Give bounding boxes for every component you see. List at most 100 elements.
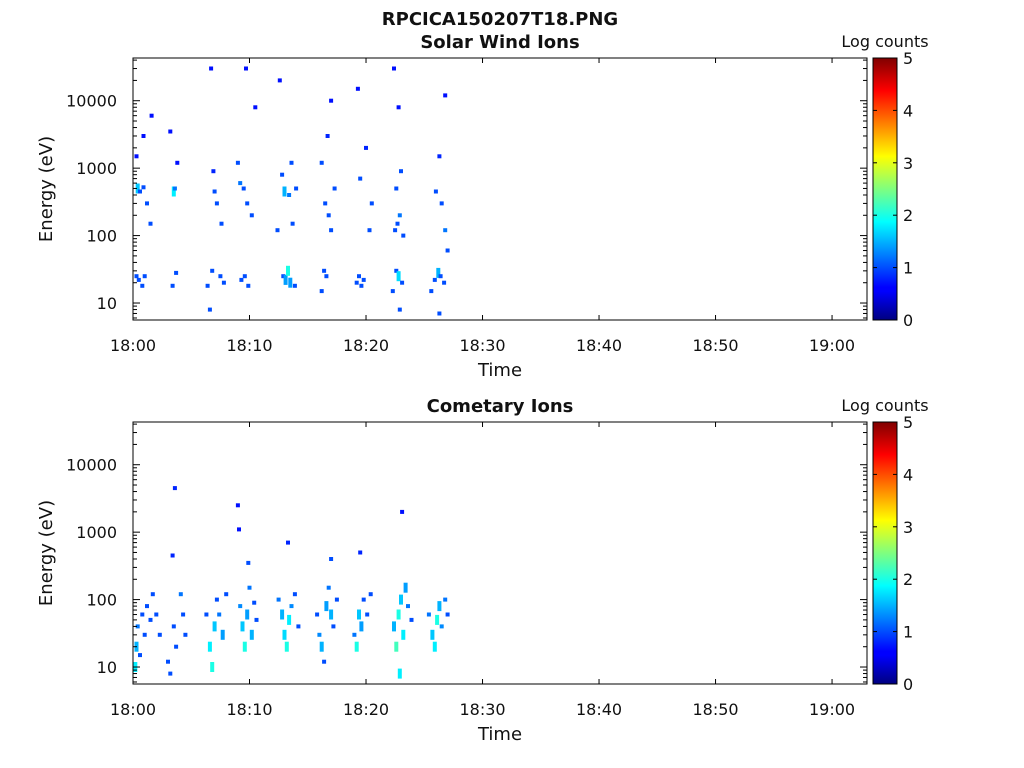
heatmap-cell — [168, 671, 173, 676]
heatmap-cell — [157, 632, 162, 637]
heatmap-cell — [171, 186, 176, 197]
x-tick-label: 18:00 — [110, 700, 156, 719]
heatmap-cell — [367, 228, 372, 233]
heatmap-cell — [361, 597, 366, 602]
heatmap-cell — [329, 557, 334, 561]
heatmap-cell — [399, 594, 403, 605]
heatmap-cell — [170, 283, 175, 288]
heatmap-cell — [325, 134, 330, 138]
heatmap-cell — [282, 186, 287, 197]
heatmap-cell — [174, 270, 179, 275]
heatmap-cell — [240, 621, 245, 632]
colorbar — [872, 421, 898, 685]
axis-ticks: 18:00 18:10 18:20 18:30 18:40 18:50 19:00 10 100… — [66, 58, 867, 355]
y-tick-label: 1000 — [76, 159, 117, 178]
heatmap-cell — [220, 629, 225, 640]
heatmap-cell — [334, 597, 339, 602]
heatmap-cell — [435, 614, 440, 625]
heatmap-cell — [242, 274, 247, 279]
y-tick-label: 10000 — [66, 456, 117, 475]
heatmap-cell — [134, 274, 139, 279]
heatmap-cell — [445, 612, 450, 617]
heatmap-cell — [135, 624, 140, 629]
heatmap-cell — [174, 644, 179, 649]
heatmap-cell — [406, 604, 410, 609]
heatmap-cell — [148, 221, 153, 226]
heatmap-cell — [400, 280, 405, 285]
heatmap-cell — [326, 213, 331, 218]
heatmap-cell — [252, 600, 257, 605]
heatmap-cell — [282, 629, 287, 640]
heatmap-cell — [168, 129, 173, 134]
heatmap-cell — [443, 93, 448, 98]
y-tick-label: 10 — [97, 658, 117, 677]
x-tick-label: 18:10 — [226, 700, 272, 719]
plot-frame — [132, 57, 868, 321]
heatmap-cell — [315, 612, 320, 617]
heatmap-cell — [429, 289, 434, 294]
heatmap-cell — [357, 609, 361, 620]
x-tick-label: 18:50 — [692, 336, 738, 355]
heatmap-cell — [397, 668, 402, 679]
heatmap-cell — [393, 228, 398, 233]
colorbar-tick-label: 5 — [903, 49, 913, 68]
heatmap-cell — [283, 274, 288, 285]
y-axis-label: Energy (eV) — [36, 136, 57, 242]
heatmap-cell — [396, 271, 401, 282]
colorbar-tick-label: 5 — [903, 413, 913, 432]
heatmap-cell — [212, 621, 217, 632]
heatmap-cell — [368, 592, 373, 597]
heatmap-cell — [209, 66, 214, 71]
heatmap-cell — [204, 612, 209, 617]
heatmap-cell — [166, 659, 170, 664]
x-tick-label: 19:00 — [809, 700, 855, 719]
heatmap-cell — [400, 509, 405, 514]
heatmap-cell — [217, 612, 222, 617]
heatmap-cell — [354, 641, 359, 652]
heatmap-cell — [365, 612, 370, 617]
axis-ticks: 18:00 18:10 18:20 18:30 18:40 18:50 19:00 10 100… — [66, 422, 867, 719]
heatmap-cell — [141, 134, 146, 138]
heatmap-cell — [280, 172, 285, 177]
x-tick-label: 18:40 — [576, 336, 622, 355]
heatmap-cell — [396, 105, 401, 110]
heatmap-cell — [210, 662, 215, 672]
heatmap-cell — [219, 221, 224, 226]
heatmap-cell — [253, 105, 258, 110]
heatmap-cell — [140, 283, 145, 288]
heatmap-cell — [134, 154, 139, 159]
heatmap-cell — [296, 624, 301, 629]
heatmap-cell — [136, 277, 141, 282]
heatmap-cell — [142, 632, 147, 637]
heatmap-cell — [394, 186, 399, 191]
y-tick-label: 100 — [86, 591, 117, 610]
heatmap-cell — [138, 189, 142, 194]
heatmap-cell — [292, 592, 297, 597]
colorbar — [872, 57, 898, 321]
heatmap-cell — [401, 629, 406, 640]
colorbar-tick-label: 0 — [903, 311, 913, 330]
chart-title: Solar Wind Ions — [420, 32, 579, 53]
heatmap-cell — [286, 265, 290, 276]
heatmap-cell — [141, 185, 146, 190]
heatmap-cell — [324, 601, 329, 612]
heatmap-cell — [138, 653, 142, 658]
heatmap-cell — [287, 193, 292, 197]
heatmap-marks — [134, 66, 450, 316]
heatmap-cell — [390, 289, 395, 294]
heatmap-cell — [332, 186, 337, 191]
heatmap-cell — [145, 201, 149, 206]
heatmap-cell — [289, 160, 294, 165]
colorbar-label: Log counts — [841, 32, 928, 51]
x-tick-label: 18:20 — [343, 336, 389, 355]
heatmap-cell — [355, 86, 360, 91]
heatmap-cell — [439, 201, 444, 206]
heatmap-cell — [397, 307, 402, 312]
heatmap-cell — [207, 641, 212, 652]
heatmap-cell — [249, 629, 254, 640]
heatmap-cell — [432, 277, 437, 282]
heatmap-cell — [148, 617, 153, 622]
heatmap-cell — [175, 160, 180, 165]
heatmap-cell — [437, 311, 442, 316]
